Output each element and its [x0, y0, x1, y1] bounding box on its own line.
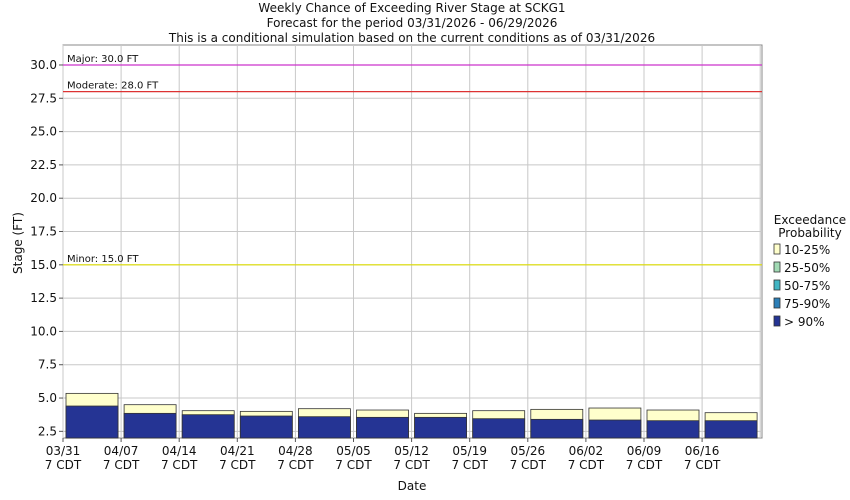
- chart-title-line: Forecast for the period 03/31/2026 - 06/…: [267, 16, 558, 30]
- flood-thresholds: Major: 30.0 FT Moderate: 28.0 FT Minor: 15…: [63, 54, 762, 266]
- y-tick-label: 12.5: [30, 291, 57, 305]
- x-tick-label: 05/12: [394, 444, 429, 458]
- y-tick-label: 17.5: [30, 225, 57, 239]
- x-tick-sublabel: 7 CDT: [45, 458, 82, 472]
- bar-exceed-gt-90: [123, 412, 177, 439]
- bar-exceed-gt-90: [472, 418, 526, 439]
- y-tick-label: 20.0: [30, 191, 57, 205]
- y-tick-label: 22.5: [30, 158, 57, 172]
- y-tick-label: 7.5: [38, 358, 57, 372]
- x-tick-label: 04/21: [220, 444, 255, 458]
- legend-label: 10-25%: [784, 243, 830, 257]
- bar-exceed-gt-90: [588, 419, 642, 439]
- x-tick-label: 05/05: [336, 444, 371, 458]
- bar-exceed-gt-90: [646, 420, 700, 439]
- x-tick-label: 05/26: [511, 444, 546, 458]
- bar-exceed-gt-90: [181, 414, 235, 439]
- x-tick-label: 05/19: [452, 444, 487, 458]
- legend-label: > 90%: [784, 315, 825, 329]
- y-tick-label: 2.5: [38, 424, 57, 438]
- bar-exceed-gt-90: [239, 415, 293, 439]
- y-tick-label: 5.0: [38, 391, 57, 405]
- x-tick-sublabel: 7 CDT: [161, 458, 198, 472]
- x-tick-label: 06/16: [685, 444, 720, 458]
- bar-exceed-gt-90: [65, 405, 119, 439]
- chart-title: Weekly Chance of Exceeding River Stage a…: [168, 1, 655, 45]
- y-tick-label: 10.0: [30, 324, 57, 338]
- legend-swatch: [773, 261, 781, 273]
- x-tick-sublabel: 7 CDT: [219, 458, 256, 472]
- x-tick-label: 04/07: [104, 444, 139, 458]
- bar-exceed-gt-90: [356, 416, 409, 439]
- legend-label: 75-90%: [784, 297, 830, 311]
- legend-label: 50-75%: [784, 279, 830, 293]
- y-axis-label: Stage (FT): [11, 212, 25, 274]
- bar-exceed-gt-90: [530, 418, 584, 439]
- legend-swatch: [773, 243, 781, 255]
- legend-title: Probability: [778, 226, 841, 240]
- x-tick-label: 06/09: [627, 444, 662, 458]
- chart-title-line: Weekly Chance of Exceeding River Stage a…: [258, 1, 565, 15]
- bars: [65, 392, 758, 439]
- y-tick-label: 25.0: [30, 125, 57, 139]
- plot-frame: [62, 44, 763, 439]
- x-tick-sublabel: 7 CDT: [277, 458, 314, 472]
- x-tick-sublabel: 7 CDT: [626, 458, 663, 472]
- x-tick-sublabel: 7 CDT: [568, 458, 605, 472]
- chart-title-line: This is a conditional simulation based o…: [168, 31, 655, 45]
- legend-swatch: [773, 279, 781, 291]
- plot-area: [62, 44, 763, 439]
- y-tick-label: 27.5: [30, 91, 57, 105]
- x-axis-label: Date: [398, 479, 427, 493]
- x-tick-sublabel: 7 CDT: [451, 458, 488, 472]
- legend-title: Exceedance: [774, 213, 846, 227]
- bar-exceed-gt-90: [704, 420, 758, 439]
- x-tick-sublabel: 7 CDT: [393, 458, 430, 472]
- x-tick-label: 06/02: [569, 444, 604, 458]
- y-axis: 2.5 5.0 7.5 10.0 12.5 15.0 17.5 20.0 22.5 25.0 27.…: [30, 58, 63, 438]
- threshold-label: Major: 30.0 FT: [67, 54, 139, 65]
- x-tick-label: 04/28: [278, 444, 313, 458]
- threshold-label: Minor: 15.0 FT: [67, 254, 139, 265]
- y-tick-label: 30.0: [30, 58, 57, 72]
- x-tick-label: 03/31: [46, 444, 81, 458]
- x-tick-sublabel: 7 CDT: [103, 458, 140, 472]
- x-tick-label: 04/14: [162, 444, 197, 458]
- threshold-label: Moderate: 28.0 FT: [67, 81, 159, 92]
- bar-exceed-gt-90: [414, 416, 468, 439]
- legend-swatch: [773, 297, 781, 309]
- bar-exceed-gt-90: [297, 416, 351, 439]
- x-tick-sublabel: 7 CDT: [335, 458, 372, 472]
- legend-swatch: [773, 315, 781, 327]
- x-tick-sublabel: 7 CDT: [510, 458, 547, 472]
- x-tick-sublabel: 7 CDT: [684, 458, 721, 472]
- y-tick-label: 15.0: [30, 258, 57, 272]
- legend-label: 25-50%: [784, 261, 830, 275]
